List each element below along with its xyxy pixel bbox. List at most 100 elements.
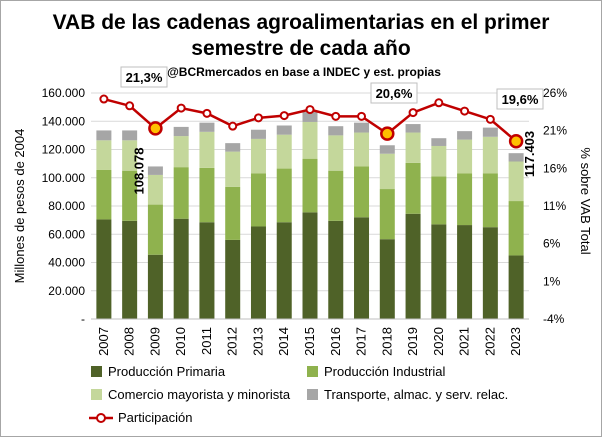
y-tick-label: 120.000 [42,143,86,157]
legend: Producción Primaria Producción Industrial… [89,364,508,425]
bar-segment [508,255,524,319]
bar-segment [508,161,524,202]
x-tick-label: 2007 [96,327,111,356]
y2-axis-title: % sobre VAB Total [578,147,593,254]
bar-segment [328,135,344,171]
bar-segment [431,176,447,225]
bar-segment [508,153,524,162]
bar-segment [328,126,344,136]
participation-marker-highlight [380,126,395,141]
bar-segment [276,134,292,169]
y-tick-label: - [81,312,85,326]
participation-marker [305,105,315,115]
x-tick-label: 2013 [250,327,265,356]
bar-segment [405,213,421,319]
bar-segment [354,166,370,218]
axes: - 20.000 40.000 60.000 80.000 100.000 120.000 1… [42,86,568,356]
participation-marker [357,111,367,121]
x-tick-label: 2023 [508,327,523,356]
x-tick-label: 2020 [431,327,446,356]
bar-segment [354,122,370,133]
participation-marker [202,108,212,118]
callout-box [496,88,544,110]
participation-marker [485,114,495,124]
x-tick-label: 2017 [354,327,369,356]
participation-marker [408,108,418,118]
bar-segment [225,143,241,152]
x-tick-label: 2009 [147,327,162,356]
bar-segment [147,254,163,319]
y2-tick-label: 11% [543,199,566,213]
y2-tick-label: -4% [543,312,565,326]
callout-pct-2018: 20,6% [376,86,413,101]
y-tick-label: 20.000 [48,284,85,298]
x-tick-label: 2008 [122,327,137,356]
bar-segment [302,121,318,159]
bar-segment [96,140,112,170]
participation-marker-highlight [148,121,163,136]
callout-pct-2009: 21,3% [126,70,163,85]
bar-segment [173,218,189,319]
y2-tick-label: 6% [543,237,561,251]
bar-segment [225,186,241,240]
bar-segment [225,239,241,319]
y2-tick-label: 21% [543,124,567,138]
participation-marker [331,111,341,121]
bar-segment [147,174,163,205]
x-tick-label: 2010 [173,327,188,356]
bar-segment [96,219,112,319]
callout-pct-2023: 19,6% [502,92,539,107]
x-tick-label: 2019 [405,327,420,356]
bar-segment [482,227,498,319]
bar-segment [199,131,215,168]
participation-line [99,94,524,149]
bar-segment [173,167,189,219]
chart-subtitle: @BCRmercados en base a INDEC y est. prop… [167,65,441,79]
bar-segment [431,138,447,146]
legend-swatch [307,389,318,400]
participation-marker [228,121,238,131]
bar-segment [276,222,292,319]
participation-marker [434,98,444,108]
bar-segment [199,222,215,319]
bar-segment [96,169,112,220]
y-tick-label: 140.000 [42,114,86,128]
bar-segment [122,220,138,319]
participation-marker [99,94,109,104]
bar-segment [250,138,266,174]
bar-segment [302,112,318,122]
y-tick-label: 40.000 [48,256,85,270]
callout-total-2009: 108.078 [131,148,146,195]
bar-segment [482,136,498,174]
bar-segment [405,162,421,214]
y2-tick-label: 16% [543,161,567,175]
bar-segment [405,124,421,133]
callout-total-2023: 117.403 [522,131,537,177]
bar-segment [302,158,318,213]
participation-marker [460,106,470,116]
bar-segment [250,129,266,139]
bar-segment [354,132,370,167]
bar-segment [225,151,241,187]
bar-segment [276,125,292,135]
bar-segment [405,132,421,163]
bar-segment [199,167,215,223]
chart-title-line1: VAB de las cadenas agroalimentarias en e… [53,11,550,34]
bar-segment [328,170,344,221]
y-tick-label: 160.000 [42,86,86,100]
y-tick-label: 80.000 [48,199,85,213]
x-tick-label: 2018 [379,327,394,356]
y-tick-label: 60.000 [48,227,85,241]
legend-swatch [307,366,318,377]
y2-tick-label: 26% [543,86,567,100]
bar-segment [250,226,266,319]
bar-segment [122,130,138,141]
legend-label: Participación [118,410,192,425]
bar-segment [379,189,395,240]
bar-segment [173,126,189,137]
bar-segment [379,153,395,190]
callout-box [120,66,168,88]
bar-segment [276,168,292,223]
y-tick-label: 100.000 [42,171,86,185]
callout-box [370,82,418,104]
